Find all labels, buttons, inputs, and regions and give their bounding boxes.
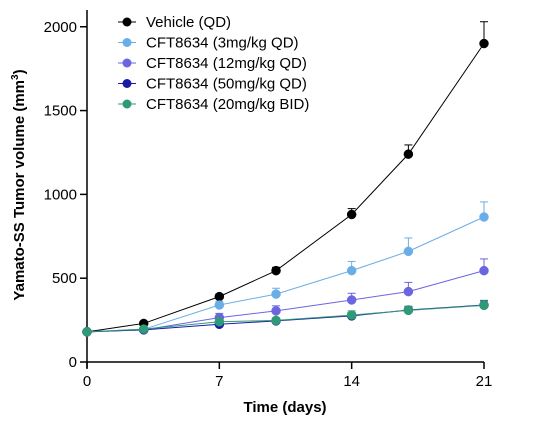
data-point xyxy=(479,300,489,311)
legend-item: CFT8634 (12mg/kg QD) xyxy=(118,55,307,72)
data-point xyxy=(82,327,92,337)
data-point xyxy=(403,286,414,297)
data-point xyxy=(403,305,414,316)
y-tick-label: 1500 xyxy=(44,103,77,120)
data-point xyxy=(403,246,414,257)
legend-label: CFT8634 (20mg/kg BID) xyxy=(146,96,309,113)
series-layer xyxy=(82,21,489,337)
data-point xyxy=(403,149,414,159)
data-point xyxy=(271,289,281,299)
legend: Vehicle (QD) CFT8634 (3mg/kg QD) CFT8634 (… xyxy=(118,14,309,113)
y-axis-title: Yamato-SS Tumor volume (mm3) xyxy=(10,69,28,300)
legend-item: CFT8634 (50mg/kg QD) xyxy=(118,76,307,93)
legend-label: Vehicle (QD) xyxy=(146,14,231,31)
data-point xyxy=(138,324,149,334)
legend-marker xyxy=(122,38,132,47)
data-point xyxy=(346,310,357,320)
series-2 xyxy=(82,201,489,337)
x-tick-label: 7 xyxy=(215,373,223,390)
y-tick-label: 0 xyxy=(69,354,77,371)
x-tick-label: 0 xyxy=(83,373,91,390)
legend-label: CFT8634 (12mg/kg QD) xyxy=(146,55,307,72)
data-point xyxy=(346,209,357,220)
series-5 xyxy=(82,299,489,337)
legend-marker xyxy=(122,58,132,68)
data-point xyxy=(346,295,357,305)
axes: 0 500 1000 1500 2000 0 7 14 21 xyxy=(44,10,493,390)
data-point xyxy=(271,265,281,276)
x-axis-title: Time (days) xyxy=(243,399,326,416)
x-tick-label: 21 xyxy=(476,373,493,390)
data-point xyxy=(214,291,225,302)
y-tick-label: 500 xyxy=(52,270,77,287)
series-line xyxy=(86,216,485,333)
data-point xyxy=(271,315,281,326)
data-point xyxy=(271,306,281,316)
legend-item: CFT8634 (3mg/kg QD) xyxy=(118,35,299,52)
data-point xyxy=(346,265,357,276)
data-point xyxy=(479,265,489,276)
data-point xyxy=(479,38,489,49)
legend-item: Vehicle (QD) xyxy=(118,14,231,31)
legend-marker xyxy=(122,79,132,88)
y-tick-label: 2000 xyxy=(44,19,77,36)
data-point xyxy=(214,300,225,310)
legend-item: CFT8634 (20mg/kg BID) xyxy=(118,96,309,113)
y-tick-label: 1000 xyxy=(44,186,77,203)
legend-label: CFT8634 (3mg/kg QD) xyxy=(146,35,299,52)
data-point xyxy=(479,212,489,222)
legend-marker xyxy=(122,17,132,27)
legend-label: CFT8634 (50mg/kg QD) xyxy=(146,76,307,93)
legend-marker xyxy=(122,99,132,109)
x-tick-label: 14 xyxy=(343,373,360,390)
data-point xyxy=(214,317,225,327)
